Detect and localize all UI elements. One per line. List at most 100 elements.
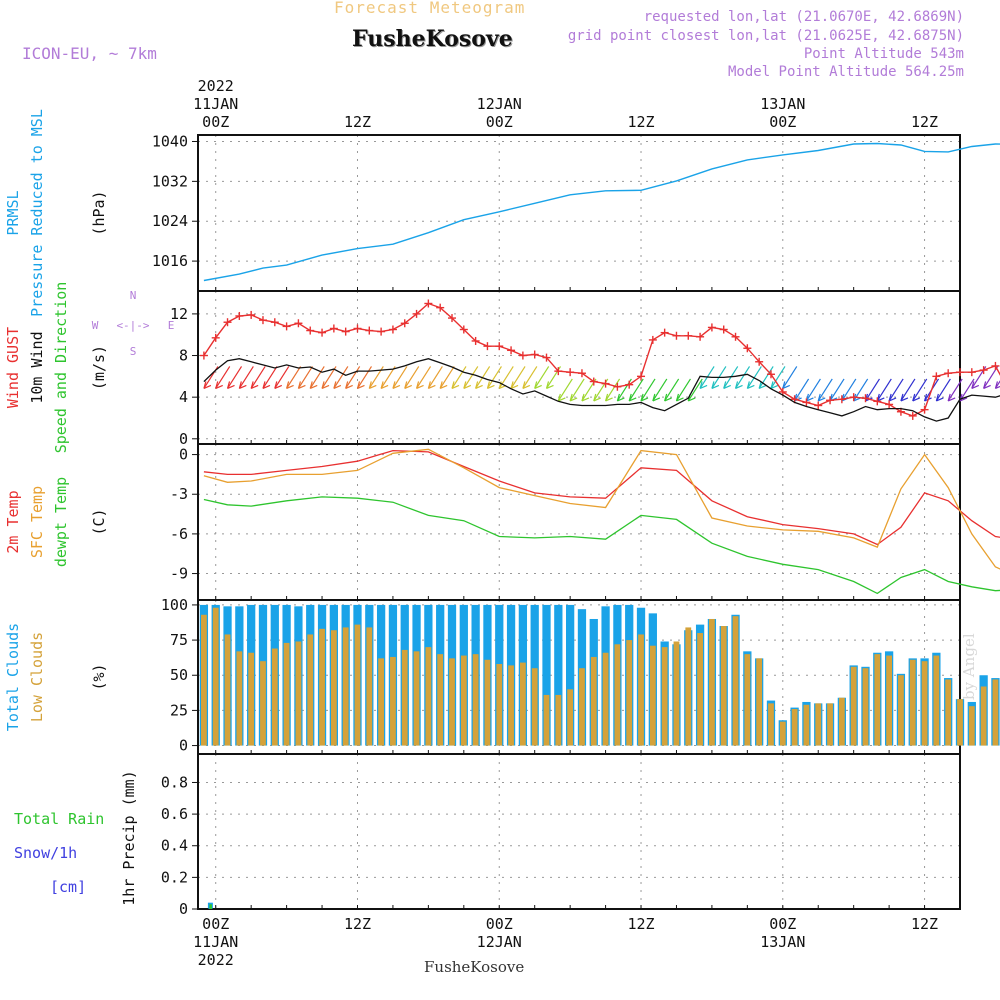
wind-barb — [356, 366, 372, 389]
low-cloud-bar — [744, 654, 751, 746]
side-label: Low Clouds — [28, 632, 46, 722]
wind-barb-head — [628, 397, 637, 402]
y-tick-label: 0.4 — [161, 837, 188, 855]
wind-barb — [652, 378, 668, 402]
wind-barb — [286, 366, 302, 389]
wind-barb — [983, 366, 999, 389]
wind-barb-head — [274, 381, 278, 389]
wind-barb-head — [758, 381, 762, 389]
bottom-time-label: 11JAN — [193, 933, 238, 951]
wind-barb-head — [923, 393, 928, 402]
wind-barb-head — [215, 384, 223, 389]
wind-barb-head — [215, 381, 219, 389]
bottom-time-label: 12Z — [344, 915, 371, 933]
dewpt-temp-line — [203, 496, 1000, 595]
panel-frame — [197, 134, 961, 292]
wind-barb-head — [380, 384, 389, 389]
wind-barb — [675, 378, 691, 402]
wind-barb-head — [770, 384, 779, 389]
low-cloud-bar — [791, 708, 798, 746]
y-tick-label: 0 — [179, 446, 188, 464]
low-cloud-bar — [567, 689, 574, 746]
side-label: Speed and Direction — [52, 282, 70, 454]
wind-barb-head — [688, 397, 696, 402]
wind-barb — [416, 366, 432, 389]
wind-barb — [947, 378, 963, 402]
wind-barb-head — [534, 384, 542, 389]
wind-barb — [262, 366, 278, 389]
wind-barb-head — [345, 384, 353, 389]
y-tick-label: 12 — [170, 305, 188, 323]
unit-label: 1hr Precip (mm) — [120, 770, 138, 905]
wind-barb-head — [380, 381, 384, 389]
wind-barb-head — [392, 384, 401, 389]
wind-barb-head — [262, 384, 271, 389]
y-tick-label: 0.6 — [161, 805, 188, 823]
low-cloud-bar — [638, 634, 644, 746]
wind-barb — [876, 378, 892, 402]
low-cloud-bar — [590, 656, 597, 746]
y-tick-label: 75 — [170, 631, 188, 649]
low-cloud-bar — [354, 624, 361, 746]
wind-barb-head — [983, 384, 991, 389]
y-tick-label: -9 — [170, 565, 188, 583]
side-label: dewpt Temp — [52, 477, 70, 567]
wind-barb — [250, 366, 266, 389]
bottom-time-label: 13JAN — [760, 933, 805, 951]
low-cloud-bar — [366, 627, 373, 746]
sfc-temp-line — [203, 448, 1000, 570]
wind-barb-head — [286, 384, 294, 389]
wind-barb-head — [699, 381, 703, 389]
wind-barb-head — [640, 393, 644, 402]
wind-barb — [864, 378, 880, 402]
low-cloud-bar — [626, 640, 633, 746]
wind-barb-head — [569, 397, 578, 402]
wind-barb-head — [581, 393, 585, 402]
wind-barb-head — [369, 384, 377, 389]
low-cloud-bar — [614, 644, 621, 746]
prmsl-line — [203, 142, 1000, 282]
wind-barb-head — [912, 393, 916, 402]
low-cloud-bar — [212, 607, 219, 746]
low-cloud-bar — [933, 655, 940, 746]
wind-barb-head — [959, 397, 968, 402]
bottom-time-label: 12Z — [911, 915, 938, 933]
wind-barb-head — [593, 393, 597, 402]
low-cloud-bar — [862, 668, 869, 746]
wind-barb-head — [463, 384, 472, 389]
wind-barb-head — [427, 381, 431, 389]
low-cloud-bar — [496, 663, 503, 746]
wind-barb-head — [735, 384, 743, 389]
precip-legend-label: [cm] — [50, 878, 86, 896]
side-label: Total Clouds — [4, 623, 22, 731]
bottom-time-label: 00Z — [202, 915, 229, 933]
wind-barb-head — [747, 384, 755, 389]
side-label: PRMSL — [4, 190, 22, 235]
low-cloud-bar — [945, 679, 952, 746]
low-cloud-bar — [732, 616, 739, 746]
low-cloud-bar — [543, 694, 550, 746]
top-time-label: 12Z — [344, 113, 371, 131]
wind-barb-head — [971, 381, 975, 389]
wind-barb-head — [569, 393, 573, 402]
wind-barb — [664, 378, 680, 402]
wind-barb-head — [983, 381, 987, 389]
wind-barb-head — [652, 393, 656, 402]
total-cloud-bar — [554, 604, 563, 746]
wind-barb — [628, 378, 644, 402]
wind-barb — [959, 378, 975, 402]
bottom-time-label: 12Z — [627, 915, 654, 933]
wind-barb — [404, 366, 420, 389]
y-tick-label: 0.8 — [161, 773, 188, 791]
low-cloud-bar — [874, 654, 881, 746]
low-cloud-bar — [307, 634, 314, 746]
compass-s: S — [130, 345, 137, 358]
low-cloud-bar — [827, 703, 833, 746]
wind-barb — [227, 366, 243, 389]
wind-barb-head — [723, 384, 731, 389]
product-title: Forecast Meteogram — [334, 0, 526, 17]
wind-barb-head — [782, 384, 791, 389]
side-label: Wind GUST — [4, 327, 22, 408]
wind-barb-head — [664, 397, 672, 402]
wind-barb-head — [333, 381, 337, 389]
